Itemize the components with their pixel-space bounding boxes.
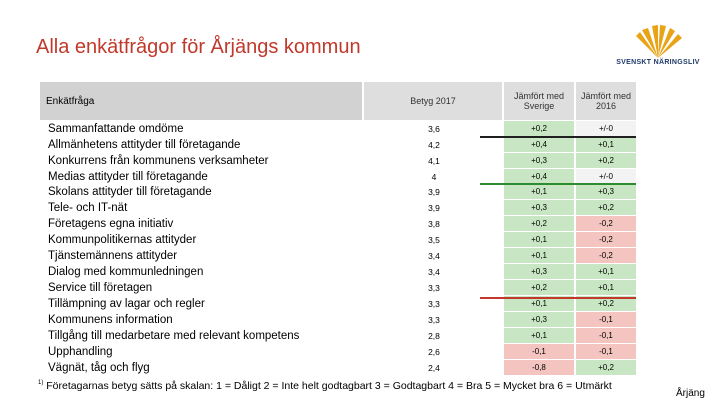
- betyg-value: 3,4: [428, 267, 440, 277]
- page-title: Alla enkätfrågor för Årjängs kommun: [36, 36, 361, 58]
- betyg-value: 2,4: [428, 363, 440, 373]
- question-text: Tillämpning av lagar och regler: [48, 298, 205, 310]
- question-text: Tele- och IT-nät: [48, 202, 128, 214]
- sverige-diff: +0,1: [504, 296, 574, 311]
- change-2016: -0,1: [576, 328, 636, 343]
- table-row: Tjänstemännens attityder 3,4 +0,1 -0,2: [40, 248, 636, 264]
- logo-text: SVENSKT NÄRINGSLIV: [616, 59, 700, 66]
- betyg-value: 3,3: [428, 283, 440, 293]
- betyg-value: 4,1: [428, 156, 440, 166]
- sverige-diff: +0,3: [504, 312, 574, 327]
- footnote-text: Företagarnas betyg sätts på skalan: 1 = …: [46, 380, 612, 392]
- sverige-diff: +0,4: [504, 137, 574, 152]
- sverige-diff: +0,3: [504, 200, 574, 215]
- question-text: Dialog med kommunledningen: [48, 266, 204, 278]
- table-row: Medias attityder till företagande 4 +0,4 +/…: [40, 169, 636, 185]
- separator-line: [480, 136, 636, 138]
- change-2016: -0,2: [576, 216, 636, 231]
- change-2016: +/-0: [576, 169, 636, 184]
- change-2016: +0,2: [576, 296, 636, 311]
- change-2016: +0,1: [576, 264, 636, 279]
- question-text: Skolans attityder till företagande: [48, 186, 212, 198]
- change-2016: +0,2: [576, 200, 636, 215]
- question-text: Kommunens information: [48, 314, 173, 326]
- sverige-diff: +0,1: [504, 328, 574, 343]
- change-2016: -0,1: [576, 344, 636, 359]
- question-text: Vägnät, tåg och flyg: [48, 362, 150, 374]
- betyg-value: 3,4: [428, 251, 440, 261]
- sverige-diff: -0,8: [504, 360, 574, 375]
- table-row: Dialog med kommunledningen 3,4 +0,3 +0,1: [40, 264, 636, 280]
- logo: SVENSKT NÄRINGSLIV: [598, 22, 718, 72]
- betyg-value: 4: [431, 172, 437, 182]
- change-2016: -0,1: [576, 312, 636, 327]
- sverige-diff: +0,2: [504, 280, 574, 295]
- change-2016: +0,3: [576, 184, 636, 199]
- betyg-value: 3,3: [428, 315, 440, 325]
- table-header: Enkätfråga Betyg 2017 Jämfört med Sverig…: [40, 82, 636, 120]
- header-betyg: Betyg 2017: [364, 82, 502, 120]
- change-2016: -0,2: [576, 248, 636, 263]
- separator-line-red: [480, 297, 636, 299]
- question-text: Företagens egna initiativ: [48, 218, 174, 230]
- betyg-value: 3,6: [428, 124, 440, 134]
- table-row: Allmänhetens attityder till företagande 4…: [40, 137, 636, 153]
- change-2016: +0,2: [576, 153, 636, 168]
- sverige-diff: +0,1: [504, 232, 574, 247]
- table-row: Kommunens information 3,3 +0,3 -0,1: [40, 312, 636, 328]
- betyg-value: 3,3: [428, 299, 440, 309]
- question-text: Sammanfattande omdöme: [48, 123, 184, 135]
- betyg-value: 3,9: [428, 203, 440, 213]
- betyg-value: 3,5: [428, 235, 440, 245]
- question-text: Medias attityder till företagande: [48, 171, 208, 183]
- sverige-diff: -0,1: [504, 344, 574, 359]
- sverige-diff: +0,3: [504, 153, 574, 168]
- table-row: Upphandling 2,6 -0,1 -0,1: [40, 344, 636, 360]
- betyg-value: 4,2: [428, 140, 440, 150]
- table-row: Företagens egna initiativ 3,8 +0,2 -0,2: [40, 216, 636, 232]
- sverige-diff: +0,2: [504, 121, 574, 136]
- header-question: Enkätfråga: [40, 82, 362, 120]
- table-row: Tillämpning av lagar och regler 3,3 +0,1 +0…: [40, 296, 636, 312]
- change-2016: +/-0: [576, 121, 636, 136]
- betyg-value: 2,6: [428, 347, 440, 357]
- table-row: Sammanfattande omdöme 3,6 +0,2 +/-0: [40, 121, 636, 137]
- sverige-diff: +0,4: [504, 169, 574, 184]
- footnote-marker: 1): [38, 380, 44, 386]
- question-text: Konkurrens från kommunens verksamheter: [48, 155, 269, 167]
- table-row: Konkurrens från kommunens verksamheter 4,…: [40, 153, 636, 169]
- change-2016: -0,2: [576, 232, 636, 247]
- question-text: Allmänhetens attityder till företagande: [48, 139, 241, 151]
- sverige-diff: +0,3: [504, 264, 574, 279]
- question-text: Kommunpolitikernas attityder: [48, 234, 197, 246]
- header-2016: Jämfört med 2016: [576, 82, 636, 120]
- separator-line-green: [480, 183, 636, 185]
- municipality-label: Årjäng: [676, 388, 705, 399]
- sverige-diff: +0,2: [504, 216, 574, 231]
- question-text: Upphandling: [48, 346, 113, 358]
- sverige-diff: +0,1: [504, 184, 574, 199]
- table-row: Tillgång till medarbetare med relevant k…: [40, 328, 636, 344]
- footnote: 1) Företagarnas betyg sätts på skalan: 1…: [38, 380, 612, 392]
- table-row: Kommunpolitikernas attityder 3,5 +0,1 -0,2: [40, 232, 636, 248]
- question-text: Tjänstemännens attityder: [48, 250, 178, 262]
- table-row: Vägnät, tåg och flyg 2,4 -0,8 +0,2: [40, 360, 636, 376]
- question-text: Service till företagen: [48, 282, 153, 294]
- sun-rays-logo-icon: [636, 25, 682, 58]
- change-2016: +0,2: [576, 360, 636, 375]
- betyg-value: 3,9: [428, 187, 440, 197]
- betyg-value: 3,8: [428, 219, 440, 229]
- betyg-value: 2,8: [428, 331, 440, 341]
- sverige-diff: +0,1: [504, 248, 574, 263]
- table-row: Tele- och IT-nät 3,9 +0,3 +0,2: [40, 200, 636, 216]
- question-text: Tillgång till medarbetare med relevant k…: [48, 330, 300, 342]
- table-row: Skolans attityder till företagande 3,9 +0,…: [40, 184, 636, 200]
- change-2016: +0,1: [576, 280, 636, 295]
- change-2016: +0,1: [576, 137, 636, 152]
- table-row: Service till företagen 3,3 +0,2 +0,1: [40, 280, 636, 296]
- header-sverige: Jämfört med Sverige: [504, 82, 574, 120]
